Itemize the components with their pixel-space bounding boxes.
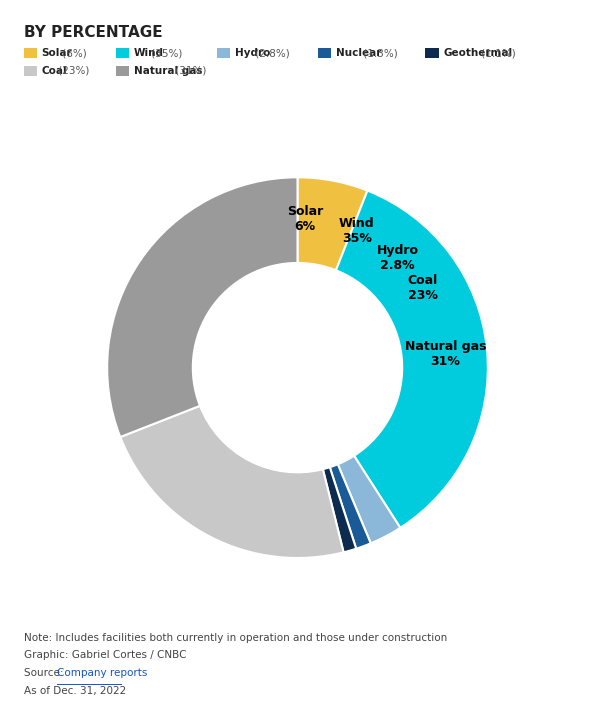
Wedge shape — [120, 406, 343, 558]
Text: BY PERCENTAGE: BY PERCENTAGE — [24, 25, 162, 40]
Wedge shape — [107, 177, 298, 437]
Wedge shape — [338, 456, 400, 543]
Text: Coal
23%: Coal 23% — [408, 274, 438, 303]
Text: Hydro: Hydro — [235, 48, 270, 58]
Text: Wind
35%: Wind 35% — [339, 218, 374, 245]
Text: (31%): (31%) — [172, 66, 206, 76]
Text: Solar
6%: Solar 6% — [287, 205, 324, 233]
Text: Source:: Source: — [24, 668, 67, 678]
Text: (1.1%): (1.1%) — [478, 48, 515, 58]
Text: Solar: Solar — [42, 48, 72, 58]
Text: Company reports: Company reports — [57, 668, 147, 678]
Text: Coal: Coal — [42, 66, 67, 76]
Text: Geothermal: Geothermal — [443, 48, 512, 58]
Text: Natural gas
31%: Natural gas 31% — [405, 340, 486, 368]
Text: (2.8%): (2.8%) — [252, 48, 290, 58]
Text: Nuclear: Nuclear — [336, 48, 381, 58]
Text: (23%): (23%) — [55, 66, 90, 76]
Text: Graphic: Gabriel Cortes / CNBC: Graphic: Gabriel Cortes / CNBC — [24, 650, 186, 660]
Wedge shape — [336, 191, 488, 528]
Wedge shape — [298, 177, 368, 270]
Text: (1.3%): (1.3%) — [361, 48, 398, 58]
Wedge shape — [323, 467, 356, 552]
Text: Wind: Wind — [134, 48, 164, 58]
Text: As of Dec. 31, 2022: As of Dec. 31, 2022 — [24, 686, 126, 696]
Text: Natural gas: Natural gas — [134, 66, 202, 76]
Text: Note: Includes facilities both currently in operation and those under constructi: Note: Includes facilities both currently… — [24, 633, 447, 643]
Wedge shape — [330, 464, 371, 549]
Text: Hydro
2.8%: Hydro 2.8% — [377, 244, 419, 272]
Text: (35%): (35%) — [148, 48, 182, 58]
Text: (6%): (6%) — [59, 48, 87, 58]
